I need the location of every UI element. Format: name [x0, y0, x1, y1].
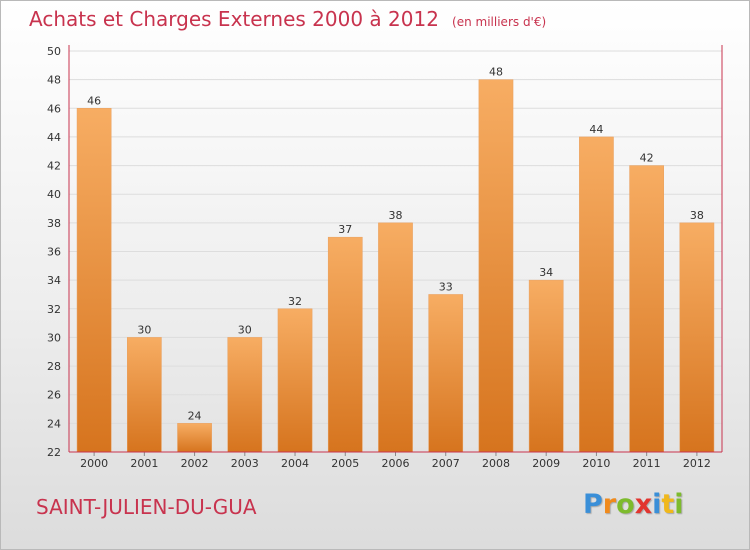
- y-tick-label: 38: [47, 217, 61, 230]
- y-tick-label: 22: [47, 446, 61, 459]
- y-tick-label: 24: [47, 417, 61, 430]
- x-tick-label: 2005: [331, 457, 359, 470]
- y-tick-label: 42: [47, 160, 61, 173]
- data-label: 48: [489, 66, 503, 79]
- y-tick-label: 46: [47, 102, 61, 115]
- data-label: 38: [389, 209, 403, 222]
- x-tick-label: 2004: [281, 457, 309, 470]
- bar-2012: [679, 222, 715, 453]
- y-tick-label: 32: [47, 303, 61, 316]
- data-labels: 46 30 24 30 32 37 38 33 48 34 44 42 38: [87, 66, 704, 423]
- logo-letter: i: [674, 489, 684, 520]
- y-tick-label: 44: [47, 131, 61, 144]
- data-label: 37: [338, 223, 352, 236]
- x-tick-label: 2002: [181, 457, 209, 470]
- logo-letter: x: [634, 489, 653, 520]
- y-tick-label: 26: [47, 389, 61, 402]
- data-label: 30: [238, 323, 252, 336]
- y-tick-label: 36: [47, 246, 61, 259]
- bar-2006: [378, 222, 413, 453]
- x-tick-label: 2010: [582, 457, 610, 470]
- logo-letter: i: [652, 489, 662, 520]
- bar-2002: [177, 423, 212, 453]
- data-label: 33: [439, 280, 453, 293]
- bar-2009: [528, 279, 564, 453]
- x-tick-label: 2003: [231, 457, 259, 470]
- title-row: Achats et Charges Externes 2000 à 2012 (…: [29, 7, 546, 31]
- x-tick-label: 2008: [482, 457, 510, 470]
- x-tick-label: 2001: [130, 457, 158, 470]
- chart-title: Achats et Charges Externes 2000 à 2012: [29, 7, 439, 31]
- data-label: 30: [137, 323, 151, 336]
- x-tick-label: 2006: [382, 457, 410, 470]
- y-tick-labels: 22 24 26 28 30 32 34 36 38 40 42 44 46 48 50: [47, 45, 61, 459]
- y-tick-label: 28: [47, 360, 61, 373]
- logo-letter: t: [661, 489, 675, 520]
- y-tick-label: 34: [47, 274, 61, 287]
- logo-letter: o: [616, 489, 635, 520]
- chart-unit: (en milliers d'€): [452, 15, 547, 29]
- x-tick-label: 2009: [532, 457, 560, 470]
- bar-2003: [227, 337, 263, 453]
- data-label: 38: [690, 209, 704, 222]
- logo-letter: P: [583, 489, 603, 520]
- logo-letter: r: [602, 489, 617, 520]
- data-label: 44: [589, 123, 603, 136]
- data-label: 32: [288, 295, 302, 308]
- proxiti-logo[interactable]: Proxiti: [583, 489, 684, 520]
- bar-2010: [579, 136, 614, 453]
- bar-2001: [127, 337, 162, 453]
- bars: [76, 79, 715, 453]
- axes: [68, 45, 723, 456]
- data-label: 34: [539, 266, 553, 279]
- x-tick-label: 2000: [80, 457, 108, 470]
- bar-2000: [76, 108, 112, 453]
- bar-2008: [478, 79, 514, 453]
- x-tick-label: 2011: [633, 457, 661, 470]
- bar-2004: [277, 308, 313, 453]
- x-tick-label: 2007: [432, 457, 460, 470]
- bar-2011: [629, 165, 664, 453]
- data-label: 46: [87, 94, 101, 107]
- data-label: 42: [640, 152, 654, 165]
- y-tick-label: 48: [47, 74, 61, 87]
- y-tick-label: 50: [47, 45, 61, 58]
- x-tick-labels: 2000 2001 2002 2003 2004 2005 2006 2007 2008 2009…: [80, 457, 711, 470]
- y-tick-label: 30: [47, 331, 61, 344]
- data-label: 24: [188, 409, 202, 422]
- y-tick-label: 40: [47, 188, 61, 201]
- x-tick-label: 2012: [683, 457, 711, 470]
- bar-2005: [327, 236, 363, 453]
- commune-name: SAINT-JULIEN-DU-GUA: [36, 495, 257, 519]
- bar-2007: [428, 294, 464, 453]
